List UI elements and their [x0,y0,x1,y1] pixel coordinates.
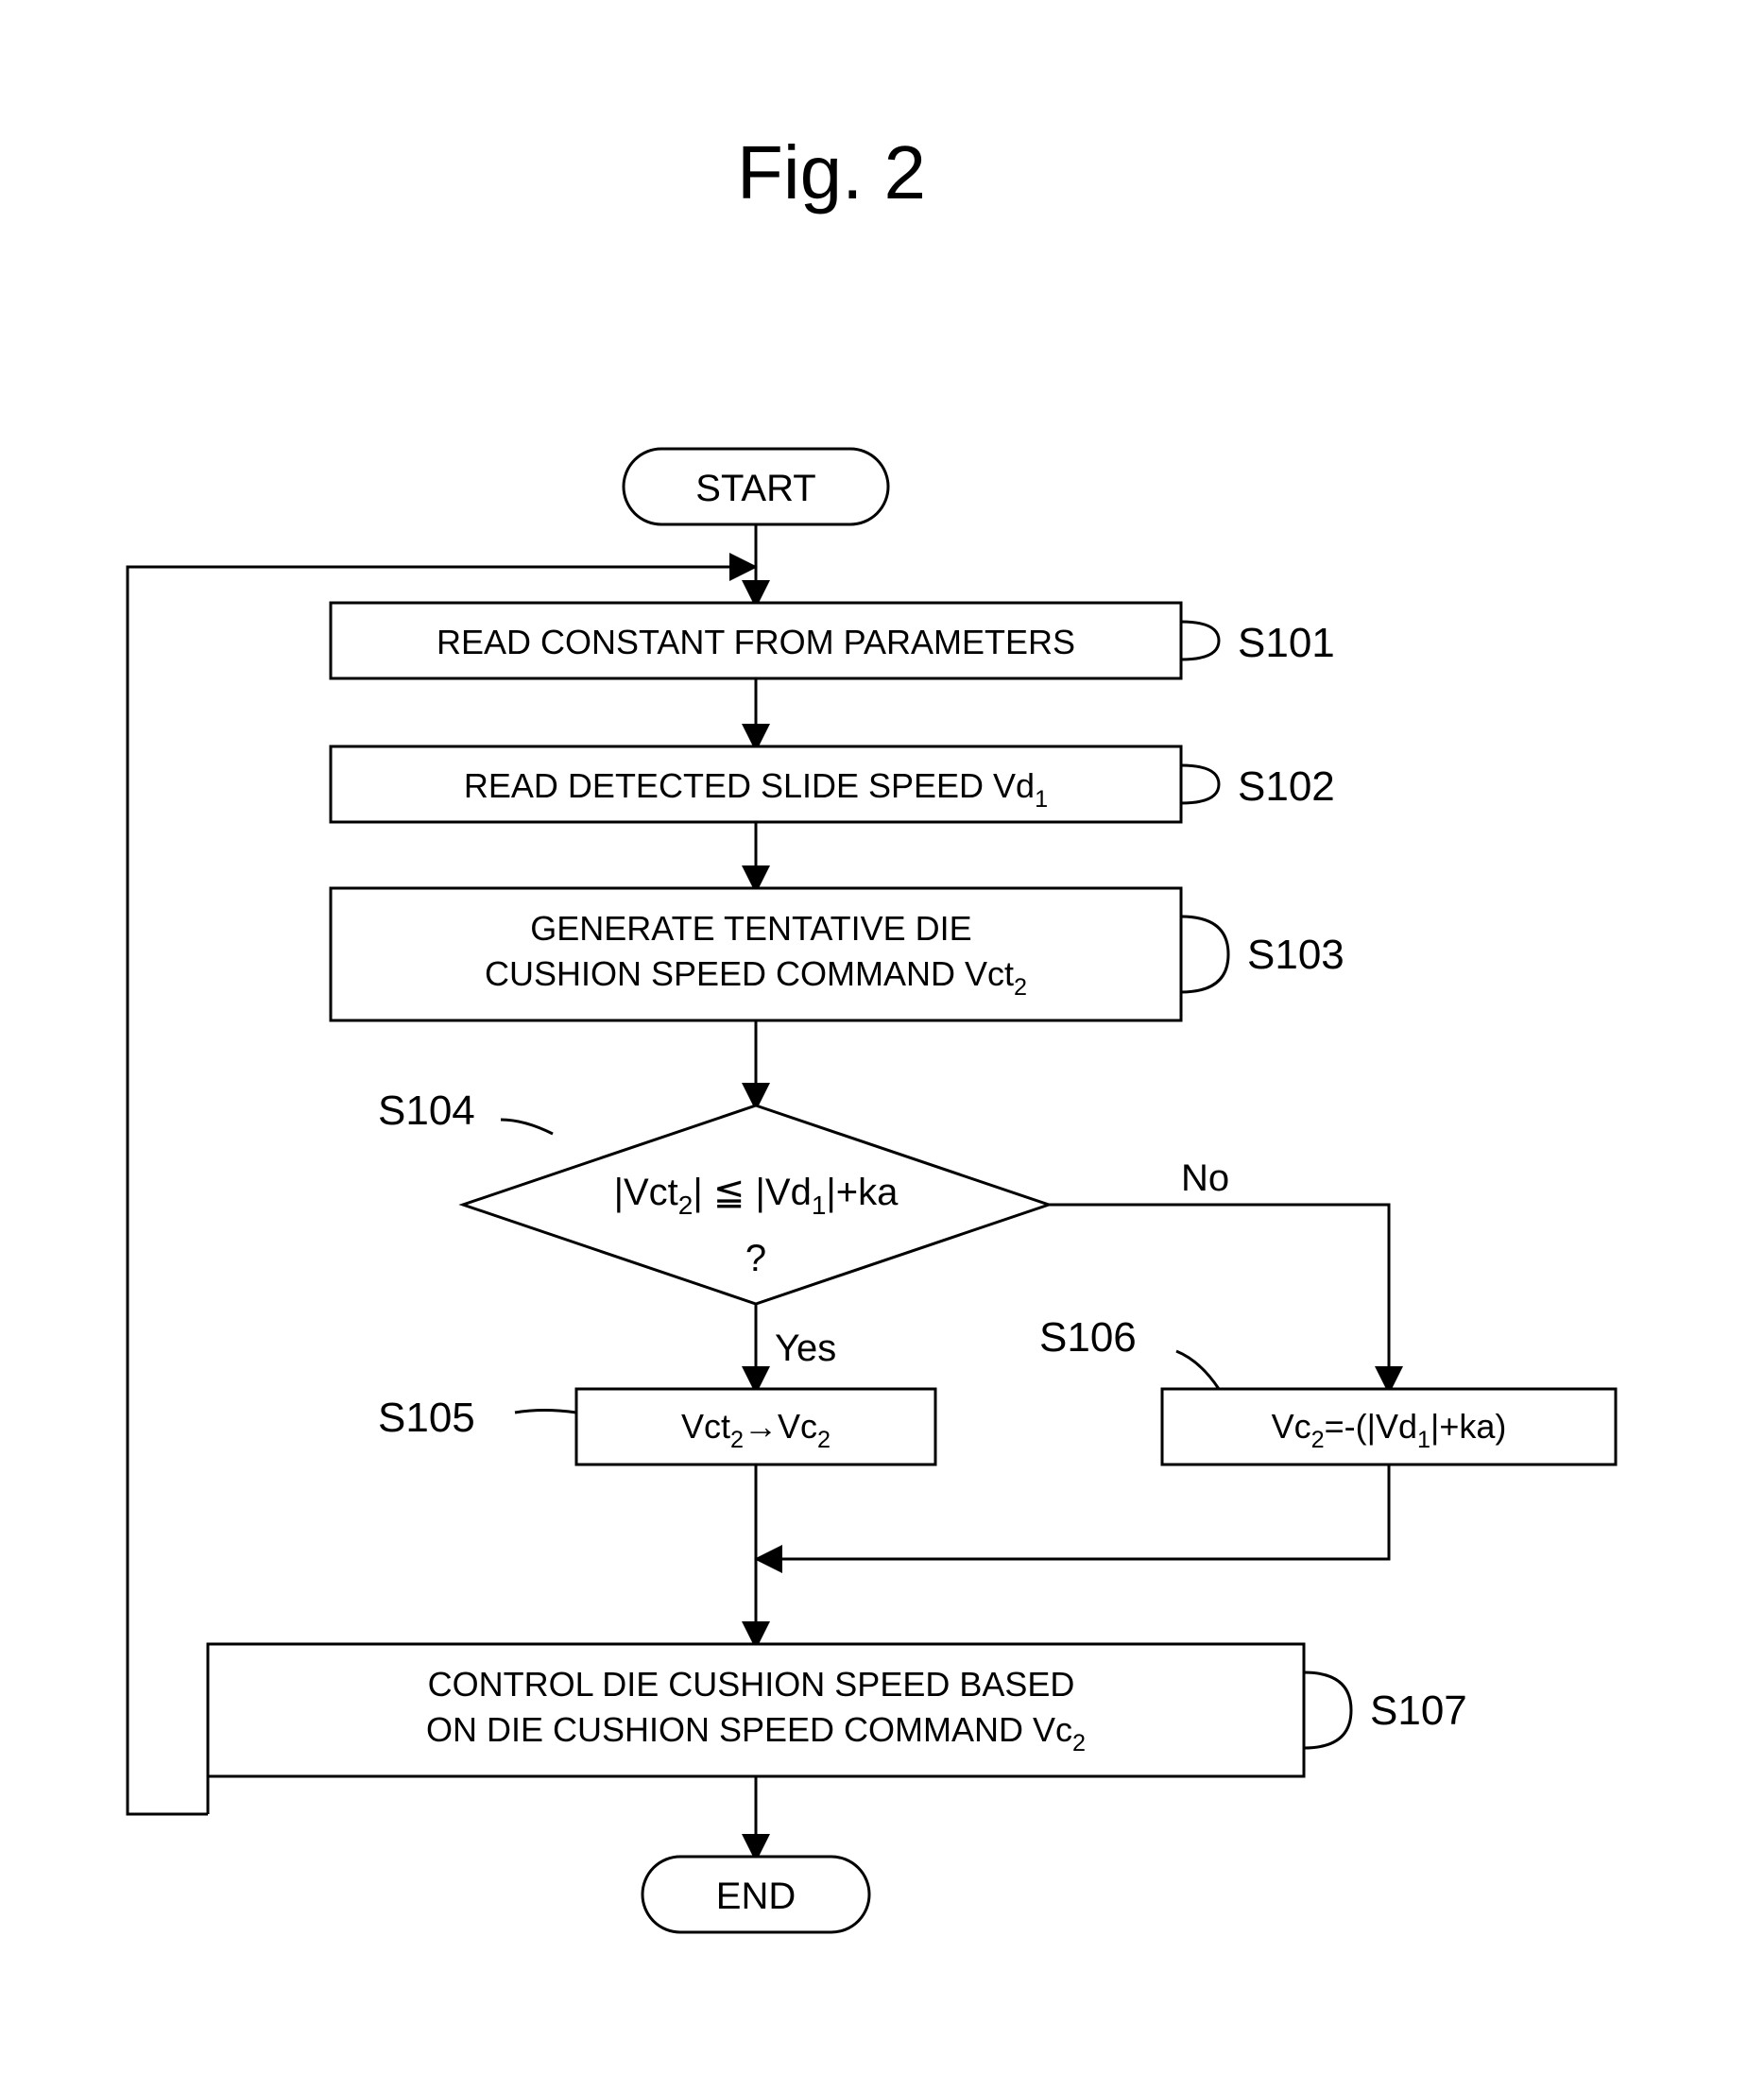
flowchart-figure: Fig. 2 START READ CONSTANT FROM PARAMETE… [0,0,1764,2073]
terminator-start-label: START [695,468,815,509]
step-s107-text: CONTROL DIE CUSHION SPEED BASED ON DIE C… [426,1665,1086,1756]
label-yes: Yes [775,1328,836,1369]
arrow-no-to-s106 [1049,1205,1389,1389]
label-s104: S104 [378,1088,475,1134]
label-s107: S107 [1370,1688,1467,1734]
step-s103-text: GENERATE TENTATIVE DIE CUSHION SPEED COM… [485,909,1027,1001]
step-s101-text: READ CONSTANT FROM PARAMETERS [437,623,1075,661]
label-s105: S105 [378,1395,475,1441]
bracket-s103 [1181,917,1228,992]
label-s103: S103 [1247,932,1344,978]
decision-s104-q: ? [745,1238,766,1279]
bracket-s102 [1181,765,1219,803]
bracket-s105 [515,1411,576,1413]
bracket-s107 [1304,1672,1351,1748]
terminator-end-label: END [716,1876,796,1917]
figure-title: Fig. 2 [737,130,926,214]
label-s101: S101 [1238,620,1335,666]
label-s106: S106 [1039,1314,1137,1361]
arrow-s106-merge [760,1465,1389,1559]
bracket-s104 [501,1120,553,1134]
label-no: No [1181,1157,1229,1199]
bracket-s106 [1176,1351,1219,1389]
label-s102: S102 [1238,763,1335,810]
decision-s104-text: |Vct2| ≦ |Vd1|+ka [614,1172,899,1220]
bracket-s101 [1181,622,1219,660]
